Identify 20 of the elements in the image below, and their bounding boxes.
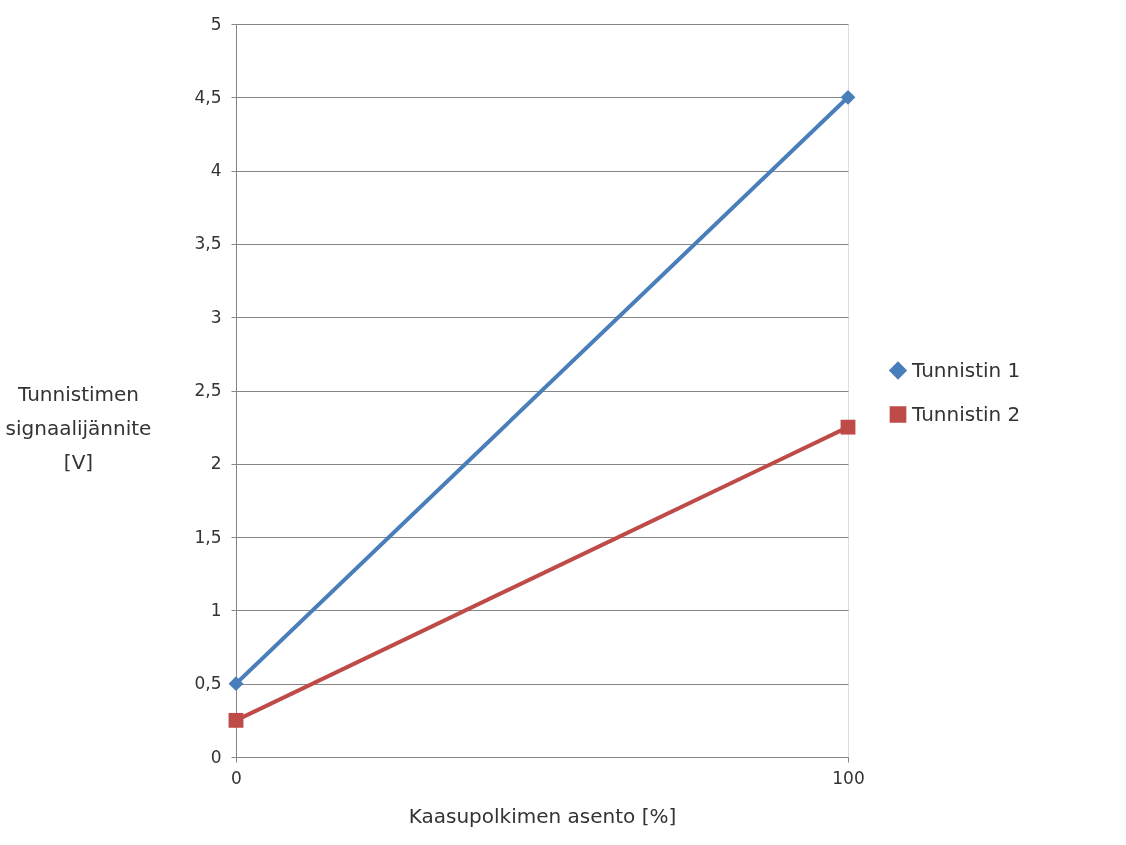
- y-tick-label: 0,5: [194, 673, 222, 694]
- y-tick-label: 1,5: [194, 526, 222, 547]
- y-tick-label: 1: [210, 599, 222, 620]
- y-tick-label: 2,5: [194, 380, 222, 400]
- y-tick-label: 3,5: [194, 233, 222, 254]
- y-tick-label: 4,5: [194, 86, 222, 107]
- point: [228, 676, 244, 692]
- legend-label: Tunnistin 1: [911, 357, 1021, 382]
- point: [840, 89, 856, 105]
- y-tick-label: 0: [210, 746, 222, 767]
- y-tick-label: 5: [210, 13, 222, 34]
- x-tick-label: 100: [832, 767, 865, 788]
- y-axis-title: Tunnistimen signaalijännite [V]: [5, 381, 152, 474]
- point: [228, 712, 244, 728]
- point: [840, 419, 856, 435]
- legend-label: Tunnistin 2: [911, 401, 1021, 426]
- y-tick-label: 4: [210, 160, 222, 181]
- y-tick-label: 2: [210, 453, 222, 474]
- y-tick-label: 3: [210, 306, 222, 327]
- x-axis-title: Kaasupolkimen asento [%]: [408, 803, 677, 828]
